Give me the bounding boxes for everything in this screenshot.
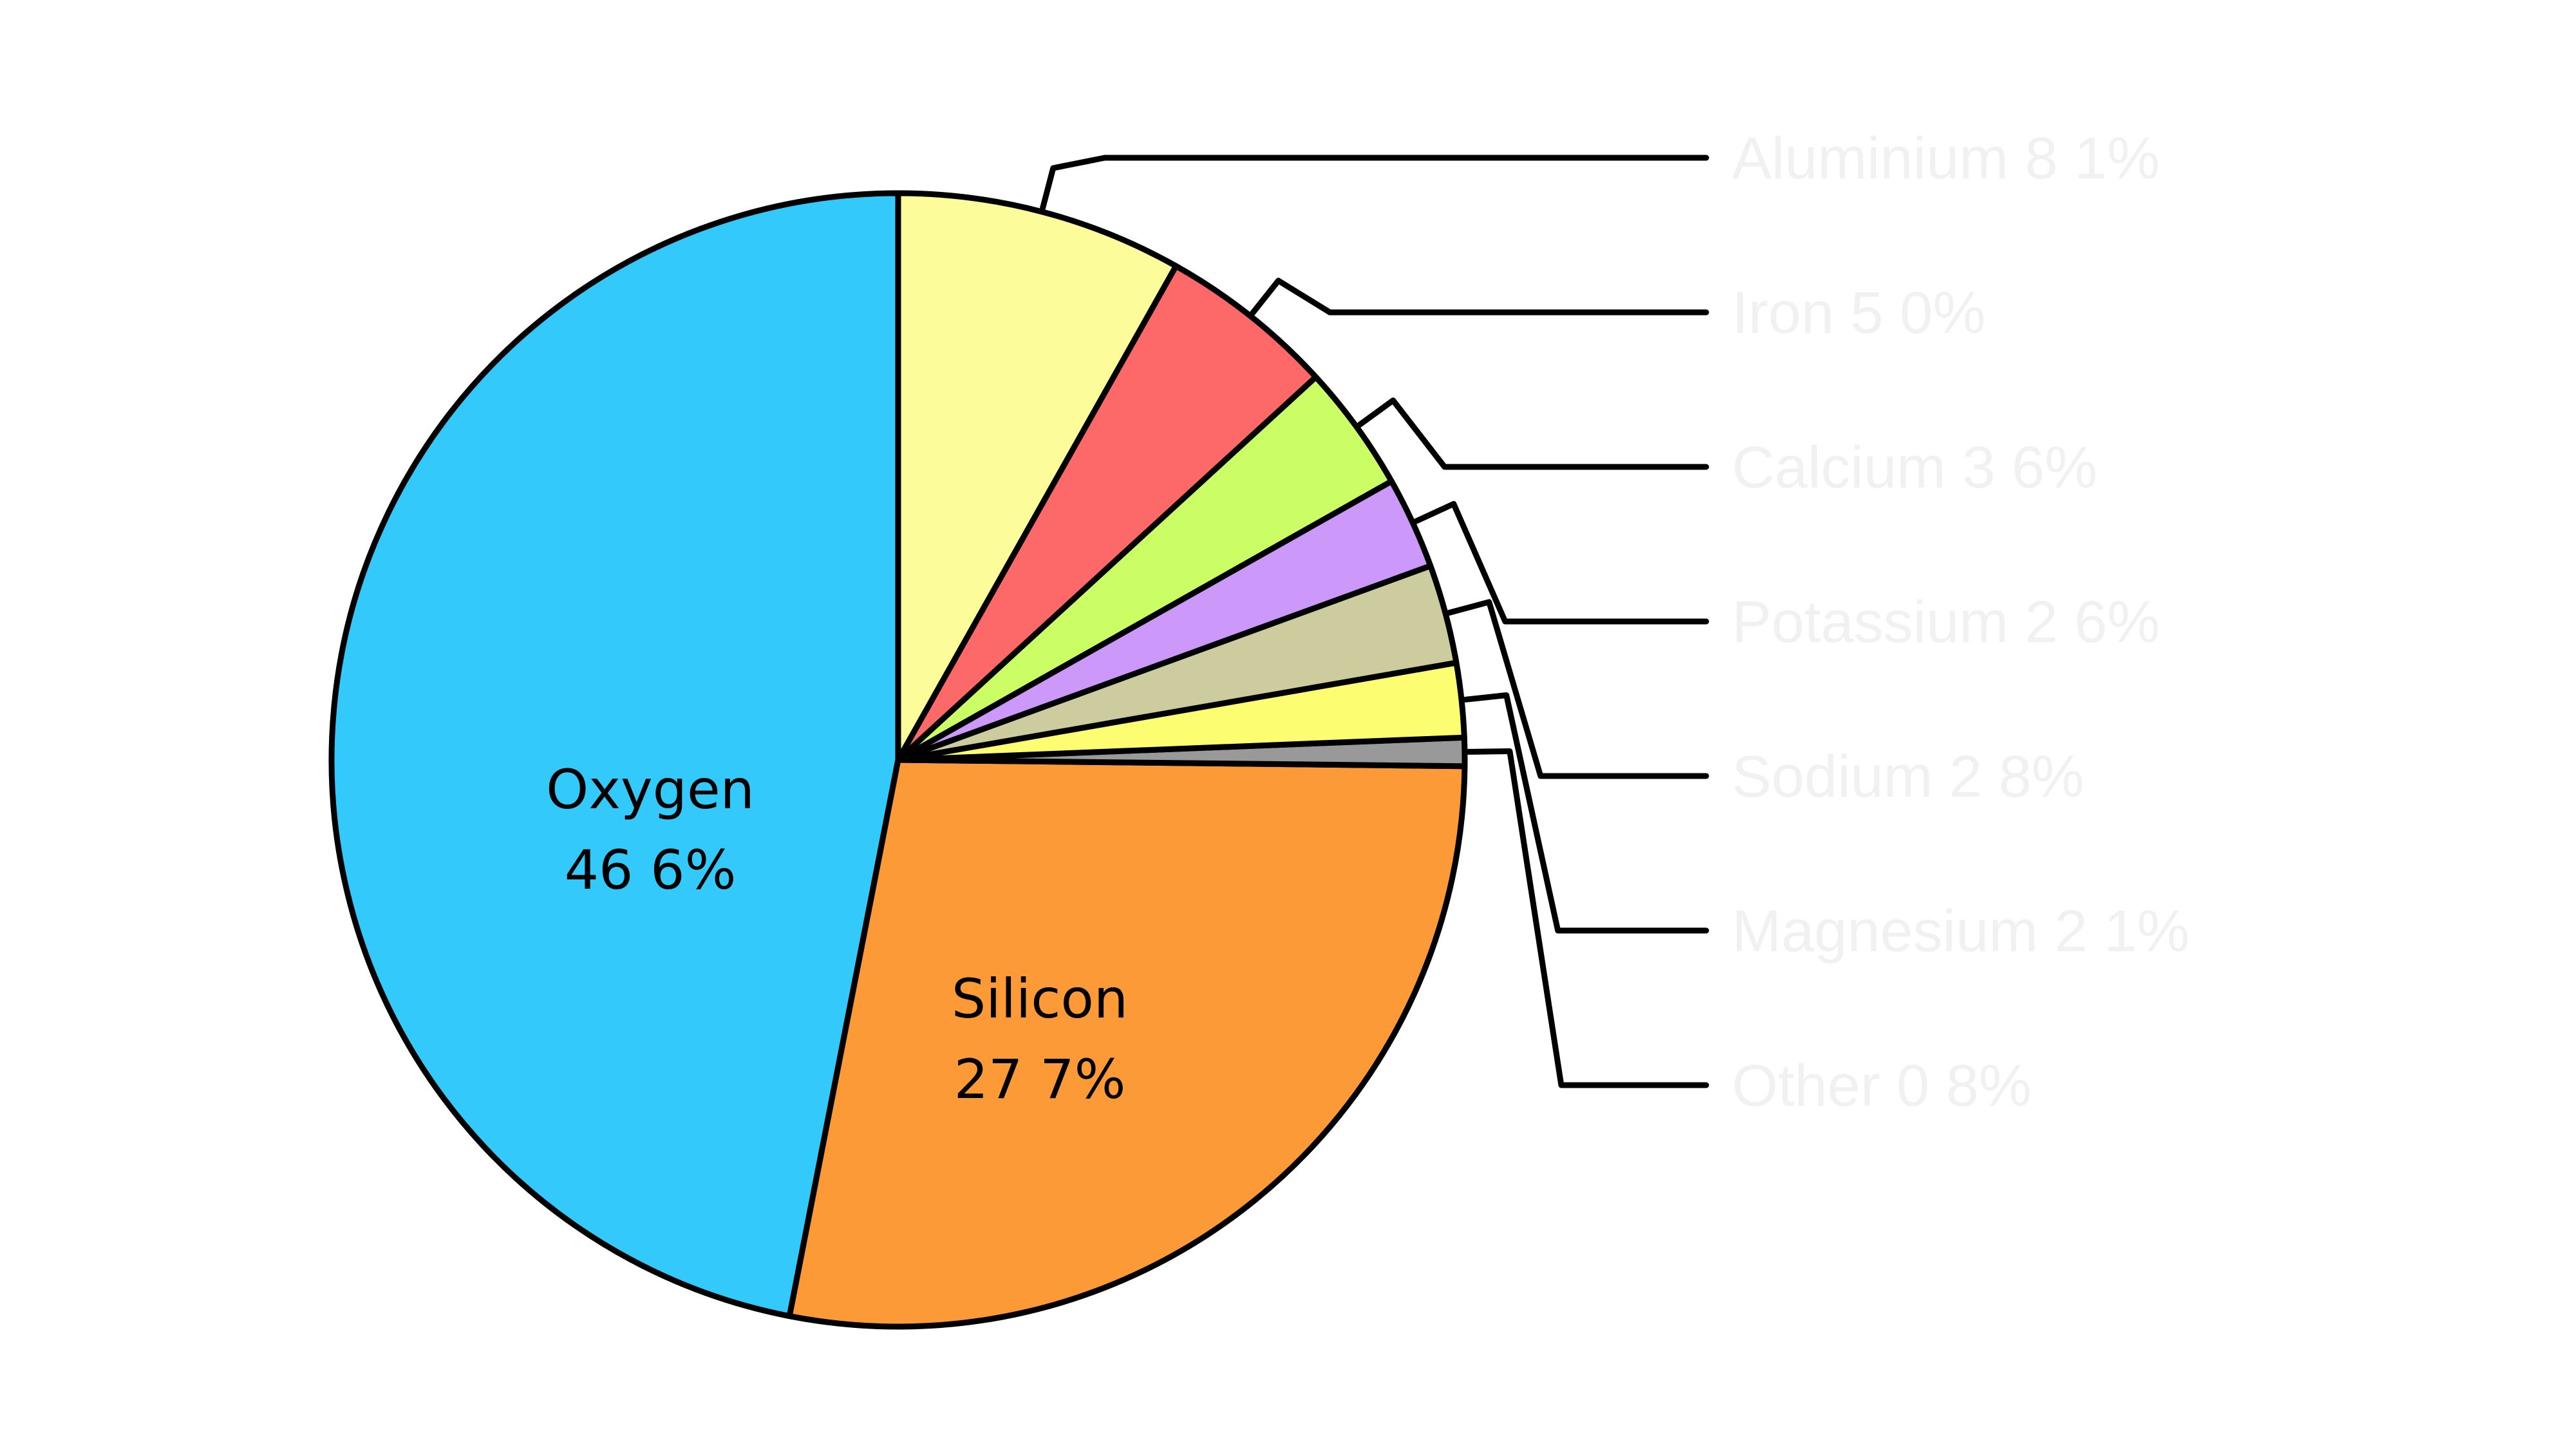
leader-line-other xyxy=(1465,748,1709,1088)
slice-label-oxygen-name: Oxygen xyxy=(546,758,755,821)
slice-label-silicon-percent: 27 7% xyxy=(954,1048,1126,1111)
leader-line-magnesium xyxy=(1462,692,1709,934)
leader-line-sodium xyxy=(1446,599,1709,779)
slice-label-oxygen-percent: 46 6% xyxy=(565,838,737,902)
legend-label-sodium: Sodium 2 8% xyxy=(1732,744,2084,810)
leader-line-iron xyxy=(1250,278,1709,316)
legend-label-potassium: Potassium 2 6% xyxy=(1732,589,2160,655)
legend-label-calcium: Calcium 3 6% xyxy=(1732,435,2098,500)
pie-slice-oxygen xyxy=(328,190,901,1320)
pie-slice-iron xyxy=(895,263,1319,763)
legend-label-other: Other 0 8% xyxy=(1732,1053,2031,1119)
pie-slice-silicon xyxy=(786,757,1468,1330)
leader-line-aluminium xyxy=(1040,155,1709,211)
legend-label-magnesium: Magnesium 2 1% xyxy=(1732,898,2190,964)
leader-line-potassium xyxy=(1413,500,1709,625)
legend-label-iron: Iron 5 0% xyxy=(1732,280,1986,346)
slice-label-silicon-name: Silicon xyxy=(952,967,1128,1030)
pie-slice-aluminium xyxy=(895,190,1180,763)
legend-label-aluminium: Aluminium 8 1% xyxy=(1732,126,2160,191)
leader-line-calcium xyxy=(1357,397,1709,470)
